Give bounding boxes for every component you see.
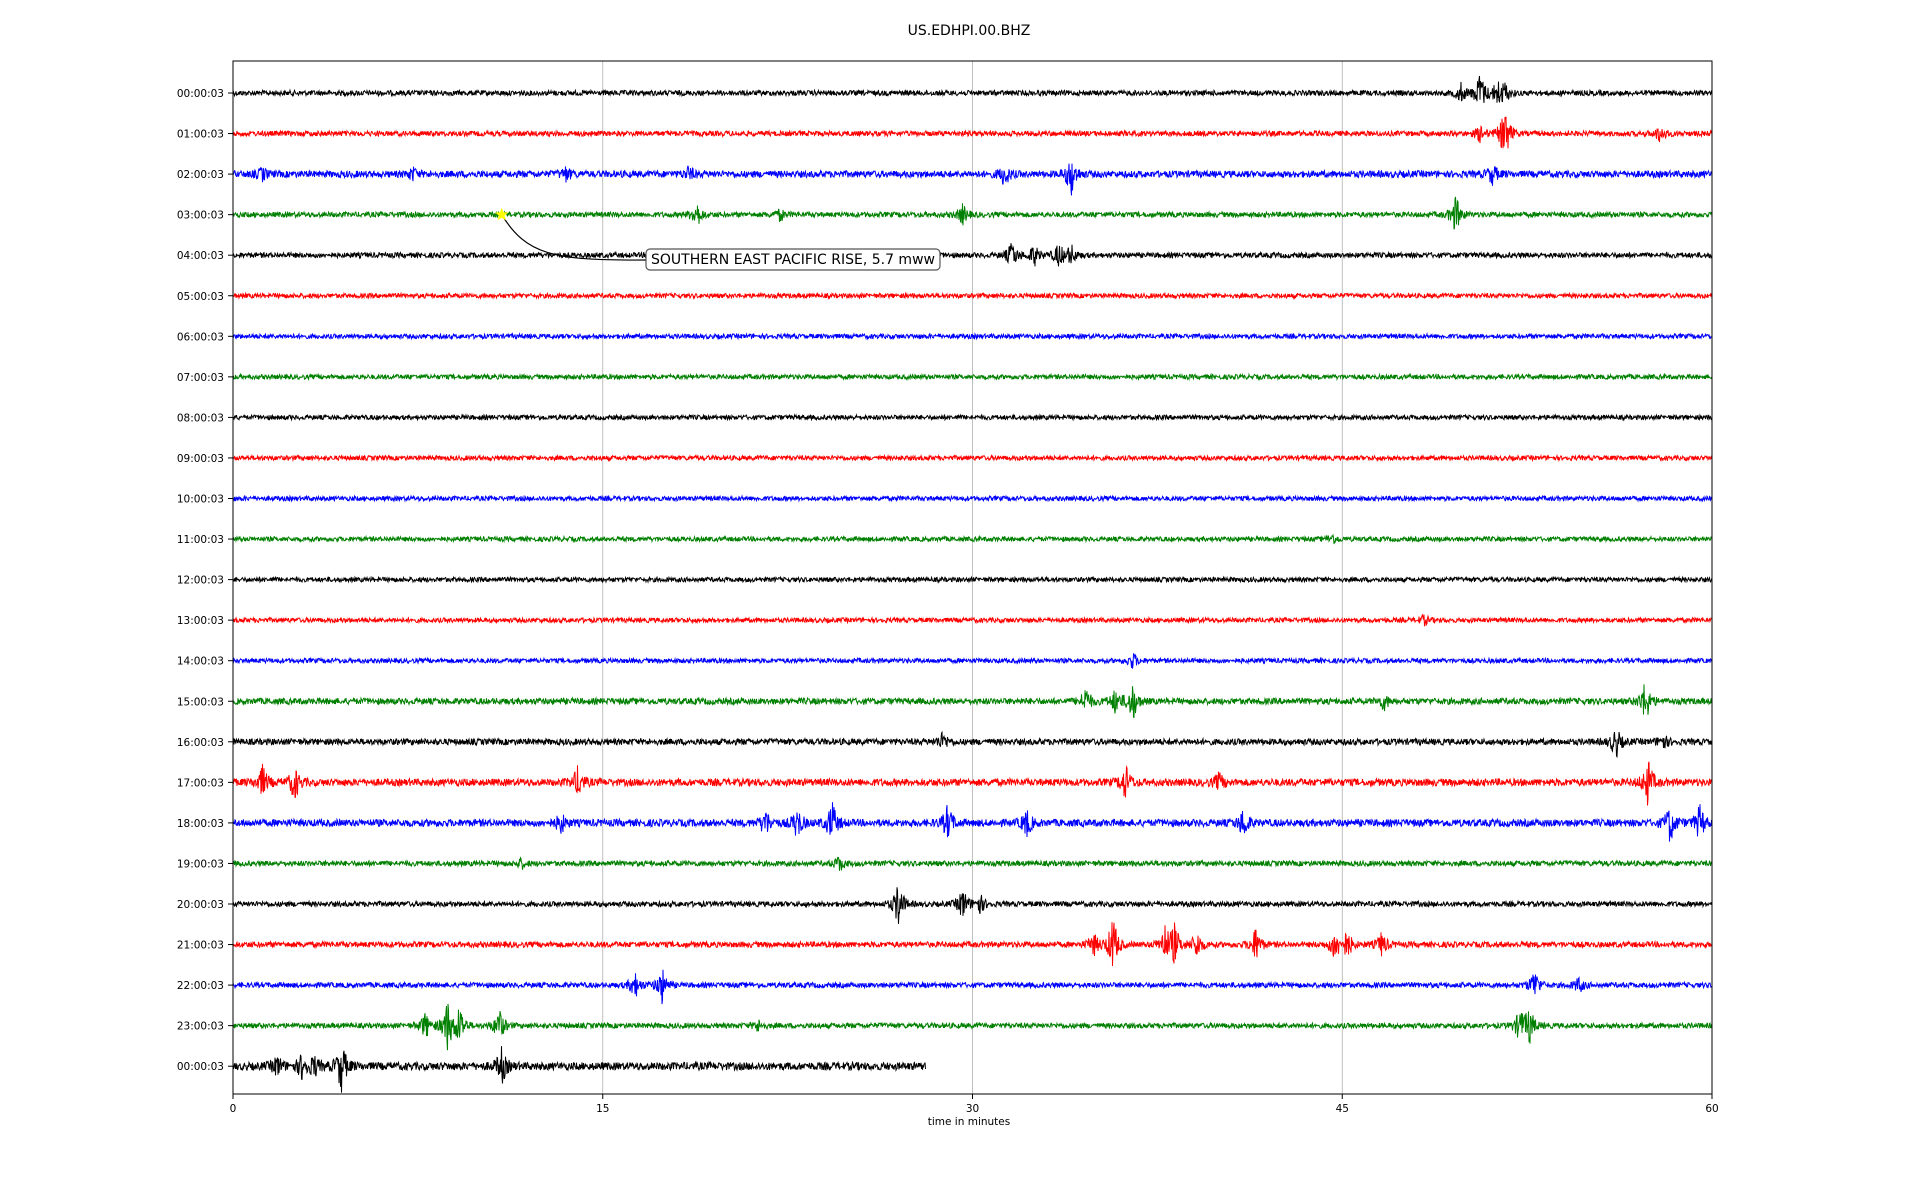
y-tick-label-12: 12:00:03: [177, 575, 224, 587]
trace-line-17: [232, 761, 1713, 806]
annotation-label: SOUTHERN EAST PACIFIC RISE, 5.7 mww: [651, 252, 935, 268]
trace-line-11: [232, 533, 1713, 545]
trace-line-2: [232, 163, 1713, 196]
y-tick-label-7: 07:00:03: [177, 372, 224, 384]
x-tick-label-1: 15: [596, 1103, 609, 1115]
y-tick-label-4: 04:00:03: [177, 250, 224, 262]
trace-group: [232, 75, 1713, 1093]
trace-line-4: [232, 243, 1713, 267]
trace-line-9: [232, 453, 1713, 463]
trace-line-23: [232, 1003, 1713, 1051]
x-tick-label-2: 30: [966, 1103, 979, 1115]
y-tick-label-9: 09:00:03: [177, 453, 224, 465]
trace-line-16: [232, 730, 1713, 759]
trace-line-13: [232, 614, 1713, 627]
trace-line-19: [232, 856, 1713, 871]
y-tick-label-6: 06:00:03: [177, 331, 224, 343]
trace-line-3: [232, 196, 1713, 230]
y-tick-label-17: 17:00:03: [177, 777, 224, 789]
x-tick-label-0: 0: [230, 1103, 237, 1115]
trace-line-10: [232, 494, 1713, 503]
y-tick-label-21: 21:00:03: [177, 940, 224, 952]
y-tick-label-5: 05:00:03: [177, 291, 224, 303]
trace-line-22: [232, 969, 1713, 1005]
trace-line-8: [232, 413, 1713, 422]
x-axis-label: time in minutes: [928, 1116, 1010, 1128]
x-tick-label-4: 60: [1705, 1103, 1718, 1115]
y-tick-labels: 00:00:03 01:00:03 02:00:03 03:00:03 04:00:03…: [177, 88, 233, 1073]
y-tick-label-18: 18:00:03: [177, 818, 224, 830]
x-ticks: 0 15 30 45 60: [230, 1094, 1719, 1115]
y-tick-label-1: 01:00:03: [177, 129, 224, 141]
y-tick-label-10: 10:00:03: [177, 494, 224, 506]
y-tick-label-2: 02:00:03: [177, 169, 224, 181]
annotation-box: [645, 248, 941, 271]
x-tick-label-3: 45: [1336, 1103, 1349, 1115]
plot-frame: [232, 60, 1713, 1095]
trace-line-5: [232, 291, 1713, 300]
trace-line-21: [232, 922, 1713, 967]
y-tick-label-24: 00:00:03: [177, 1061, 224, 1073]
y-tick-label-16: 16:00:03: [177, 737, 224, 749]
trace-line-18: [232, 802, 1713, 842]
y-tick-label-13: 13:00:03: [177, 615, 224, 627]
trace-line-20: [232, 887, 1713, 924]
trace-line-24: [232, 1046, 926, 1093]
trace-line-14: [232, 653, 1713, 669]
event-star-icon: [495, 207, 509, 221]
y-tick-label-23: 23:00:03: [177, 1021, 224, 1033]
y-tick-label-0: 00:00:03: [177, 88, 224, 100]
y-tick-label-15: 15:00:03: [177, 696, 224, 708]
y-tick-label-20: 20:00:03: [177, 899, 224, 911]
y-tick-label-8: 08:00:03: [177, 412, 224, 424]
y-tick-label-3: 03:00:03: [177, 210, 224, 222]
y-tick-label-19: 19:00:03: [177, 858, 224, 870]
trace-line-7: [232, 372, 1713, 382]
y-tick-label-14: 14:00:03: [177, 656, 224, 668]
y-tick-label-11: 11:00:03: [177, 534, 224, 546]
trace-line-6: [232, 332, 1713, 341]
trace-line-15: [232, 684, 1713, 719]
chart-title: US.EDHPI.00.BHZ: [908, 23, 1031, 39]
trace-line-12: [232, 575, 1713, 584]
trace-line-1: [232, 116, 1713, 149]
annotation-connector: [501, 214, 647, 261]
grid-lines: [602, 61, 1343, 1094]
y-tick-label-22: 22:00:03: [177, 980, 224, 992]
trace-line-0: [232, 75, 1713, 104]
event-annotation: SOUTHERN EAST PACIFIC RISE, 5.7 mww: [495, 207, 941, 271]
